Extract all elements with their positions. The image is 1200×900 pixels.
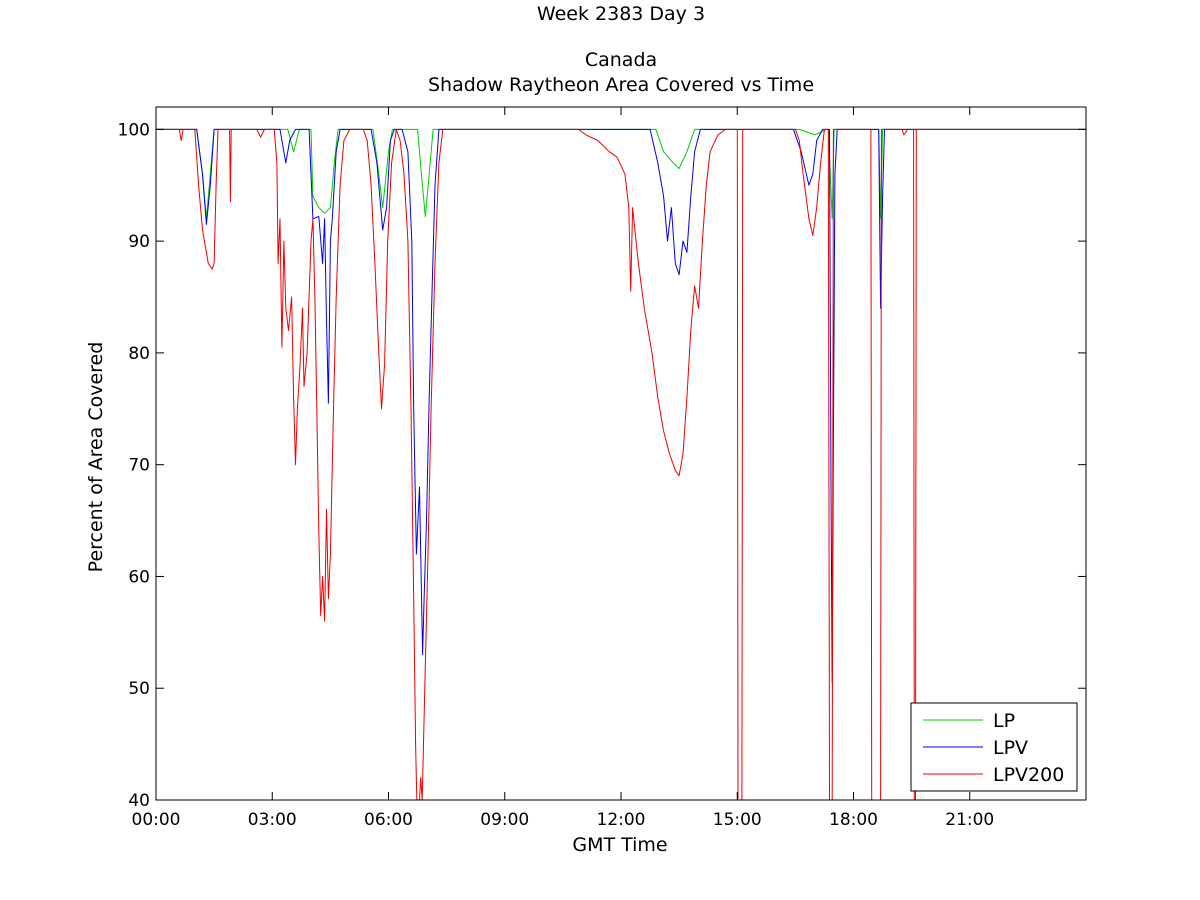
legend-label-lpv: LPV: [993, 737, 1028, 759]
y-tick-label: 100: [118, 120, 150, 140]
x-tick-label: 15:00: [713, 810, 762, 830]
series-line-lpv: [156, 128, 1086, 684]
y-tick-label: 50: [128, 679, 150, 699]
y-tick-label: 70: [128, 456, 150, 476]
y-tick-label: 40: [128, 791, 150, 811]
x-tick-label: 12:00: [597, 810, 646, 830]
chart-title-line-3: Shadow Raytheon Area Covered vs Time: [428, 74, 814, 96]
y-tick-label: 60: [128, 567, 150, 587]
x-tick-label: 03:00: [248, 810, 297, 830]
y-tick-label: 90: [128, 232, 150, 252]
x-tick-label: 21:00: [945, 810, 994, 830]
x-tick-label: 00:00: [132, 810, 181, 830]
y-tick-label: 80: [128, 344, 150, 364]
series-layer: [156, 128, 1086, 801]
tick-layer: 00:00 03:00 06:00 09:00 12:00 15:00 18:00 21:00…: [118, 107, 1086, 830]
x-tick-label: 06:00: [364, 810, 413, 830]
legend: LP LPV LPV200: [910, 702, 1078, 792]
series-line-lpv200: [156, 128, 1086, 801]
plot-area: [156, 107, 1086, 800]
legend-label-lpv200: LPV200: [993, 764, 1064, 786]
chart-title-line-2: Canada: [585, 49, 657, 71]
x-tick-label: 18:00: [829, 810, 878, 830]
x-axis-label: GMT Time: [572, 834, 667, 856]
chart-title-line-1: Week 2383 Day 3: [537, 3, 705, 25]
legend-label-lp: LP: [993, 710, 1015, 732]
y-axis-label: Percent of Area Covered: [85, 342, 107, 573]
x-tick-label: 09:00: [480, 810, 529, 830]
